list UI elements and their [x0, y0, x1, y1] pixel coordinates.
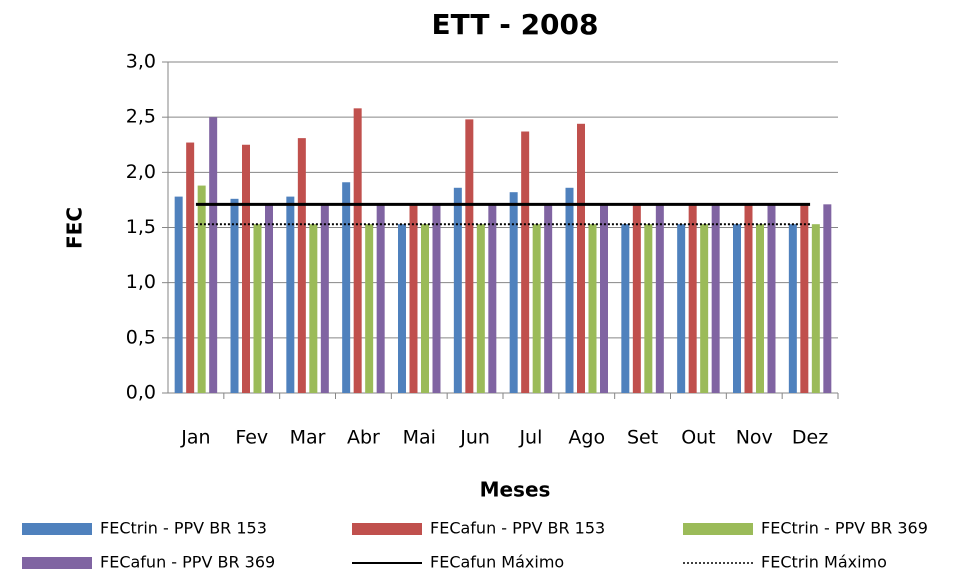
- bar: [688, 204, 697, 393]
- bar: [565, 187, 574, 393]
- bar: [788, 224, 797, 393]
- bar: [286, 196, 295, 393]
- bar: [700, 224, 709, 393]
- bar: [744, 204, 753, 393]
- x-tick-label: Jul: [518, 427, 542, 449]
- bar: [353, 108, 362, 393]
- legend-swatch: [352, 523, 422, 535]
- bar: [521, 131, 530, 393]
- legend-swatch: [22, 557, 92, 569]
- bar: [242, 144, 250, 393]
- bar: [621, 224, 630, 393]
- y-tick-label: 2,5: [126, 106, 156, 128]
- legend-swatch: [22, 523, 92, 535]
- x-tick-label: Out: [681, 427, 715, 449]
- bar: [174, 196, 183, 393]
- bar: [209, 117, 218, 394]
- bar: [756, 224, 764, 393]
- bar: [253, 224, 262, 393]
- x-tick-label: Dez: [792, 427, 828, 449]
- bar: [711, 204, 720, 393]
- bar: [230, 198, 239, 393]
- bar: [532, 224, 541, 393]
- x-tick-label: Mar: [290, 427, 326, 449]
- x-tick-label: Jan: [180, 427, 210, 449]
- bar: [265, 204, 273, 393]
- y-tick-label: 2,0: [126, 161, 156, 183]
- y-tick-label: 0,5: [126, 326, 156, 348]
- bar: [320, 204, 329, 393]
- bar: [342, 182, 351, 393]
- bar: [197, 185, 206, 393]
- bar: [588, 224, 597, 393]
- bar: [644, 224, 653, 393]
- y-tick-label: 3,0: [126, 51, 156, 73]
- y-axis-title: FEC: [63, 207, 87, 249]
- y-tick-label: 0,0: [126, 382, 156, 404]
- chart-title: ETT - 2008: [431, 8, 598, 41]
- bar: [365, 224, 374, 393]
- legend-label: FECtrin - PPV BR 369: [761, 519, 928, 538]
- bar: [409, 204, 418, 393]
- bar: [632, 204, 641, 393]
- bar: [476, 224, 485, 393]
- bar: [465, 119, 474, 393]
- bar: [800, 204, 809, 393]
- bar: [421, 224, 429, 393]
- bar: [488, 204, 497, 393]
- bar: [767, 204, 776, 393]
- bar: [655, 204, 664, 393]
- bar: [398, 224, 406, 393]
- x-tick-label: Mai: [403, 427, 436, 449]
- bar: [544, 204, 553, 393]
- bar: [509, 192, 518, 393]
- bar: [432, 204, 441, 393]
- y-tick-label: 1,5: [126, 216, 156, 238]
- x-axis-title: Meses: [480, 478, 551, 502]
- bar: [600, 204, 608, 393]
- legend-label: FECafun Máximo: [430, 553, 564, 572]
- x-tick-label: Set: [627, 427, 658, 449]
- bar: [677, 224, 686, 393]
- bar: [297, 138, 306, 393]
- bar: [577, 123, 585, 393]
- bar: [309, 224, 318, 393]
- bar: [376, 204, 385, 393]
- legend-swatch: [683, 523, 753, 535]
- bar: [733, 224, 741, 393]
- x-tick-label: Jun: [459, 427, 490, 449]
- bar: [453, 187, 462, 393]
- bar: [823, 204, 832, 393]
- bar: [186, 142, 195, 393]
- legend-label: FECtrin - PPV BR 153: [100, 519, 267, 538]
- x-tick-label: Abr: [347, 427, 380, 449]
- legend-label: FECafun - PPV BR 369: [100, 553, 275, 572]
- x-tick-label: Nov: [736, 427, 773, 449]
- y-tick-label: 1,0: [126, 271, 156, 293]
- bar: [811, 224, 820, 393]
- x-tick-label: Fev: [235, 427, 268, 449]
- legend-label: FECafun - PPV BR 153: [430, 519, 605, 538]
- legend-label: FECtrin Máximo: [761, 553, 887, 572]
- x-tick-label: Ago: [568, 427, 605, 449]
